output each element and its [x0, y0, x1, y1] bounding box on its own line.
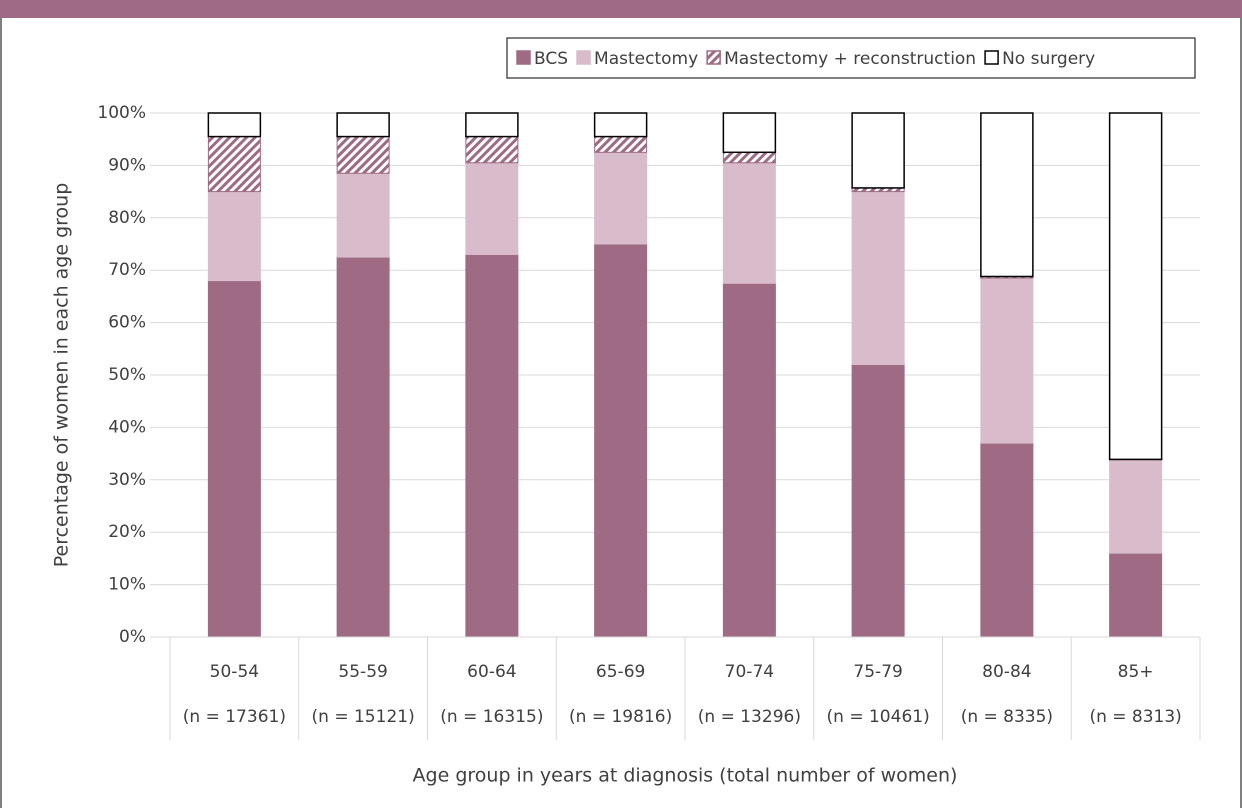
- y-tick-label: 0%: [119, 627, 146, 647]
- x-tick-label: 85+: [1118, 662, 1154, 682]
- x-tick-label: 50-54: [210, 662, 259, 682]
- y-tick-label: 100%: [97, 103, 146, 123]
- y-tick-label: 70%: [108, 260, 146, 280]
- x-tick-label: 80-84: [982, 662, 1031, 682]
- bar-segment: [207, 112, 262, 138]
- bar-segment: [207, 280, 261, 638]
- legend-label: Mastectomy + reconstruction: [724, 49, 976, 69]
- bar-segment: [593, 112, 648, 138]
- x-tick-label: 55-59: [338, 662, 387, 682]
- y-tick-label: 40%: [108, 417, 146, 437]
- x-tick-sublabel: (n = 8313): [1089, 707, 1181, 727]
- x-axis-title: Age group in years at diagnosis (total n…: [413, 765, 958, 787]
- legend-swatch: [516, 50, 531, 65]
- y-tick-label: 30%: [108, 470, 146, 490]
- bar-segment: [851, 191, 905, 366]
- bar-segment: [465, 162, 519, 255]
- bar-segment: [465, 253, 519, 638]
- bar-segment: [722, 112, 777, 154]
- bar-segment: [594, 151, 648, 245]
- x-tick-label: 65-69: [596, 662, 645, 682]
- y-axis-title: Percentage of women in each age group: [51, 183, 73, 568]
- legend-label: Mastectomy: [594, 49, 698, 69]
- bar-segment: [336, 256, 390, 638]
- bar-segment: [1108, 112, 1163, 461]
- x-tick-sublabel: (n = 19816): [569, 707, 672, 727]
- bar-segment: [1109, 552, 1163, 638]
- bar-segment: [980, 442, 1034, 638]
- x-tick-sublabel: (n = 10461): [827, 707, 930, 727]
- bar-segment: [336, 136, 390, 174]
- legend-label: No surgery: [1002, 49, 1095, 69]
- bar-segment: [207, 136, 261, 193]
- y-tick-label: 90%: [108, 155, 146, 175]
- bar-segment: [851, 112, 905, 189]
- bar-segment: [336, 172, 390, 258]
- legend-box: [506, 37, 1196, 79]
- y-tick-label: 60%: [108, 313, 146, 333]
- bar-segment: [594, 243, 648, 638]
- bar-segment: [980, 112, 1034, 278]
- y-tick-label: 20%: [108, 522, 146, 542]
- x-tick-sublabel: (n = 17361): [183, 707, 286, 727]
- y-tick-label: 50%: [108, 365, 146, 385]
- bar-segment: [722, 151, 776, 164]
- x-tick-label: 75-79: [853, 662, 902, 682]
- legend-swatch: [984, 50, 999, 65]
- bar-segment: [465, 136, 519, 164]
- x-tick-sublabel: (n = 15121): [312, 707, 415, 727]
- bar-segment: [851, 364, 905, 638]
- legend-swatch: [576, 50, 591, 65]
- bar-segment: [465, 112, 519, 138]
- bar-segment: [722, 282, 776, 638]
- bar-segment: [594, 136, 648, 153]
- x-tick-label: 60-64: [467, 662, 516, 682]
- y-tick-label: 10%: [108, 575, 146, 595]
- legend-label: BCS: [534, 49, 568, 69]
- bar-segment: [207, 191, 261, 282]
- x-tick-sublabel: (n = 13296): [698, 707, 801, 727]
- x-tick-sublabel: (n = 8335): [961, 707, 1053, 727]
- legend-swatch: [706, 50, 721, 65]
- bar-segment: [1109, 459, 1163, 554]
- bar-segment: [722, 162, 776, 284]
- bar-segment: [980, 277, 1034, 444]
- bar-segment: [336, 112, 390, 138]
- x-tick-label: 70-74: [725, 662, 774, 682]
- header-band: [0, 0, 1242, 18]
- y-tick-label: 80%: [108, 208, 146, 228]
- x-tick-sublabel: (n = 16315): [440, 707, 543, 727]
